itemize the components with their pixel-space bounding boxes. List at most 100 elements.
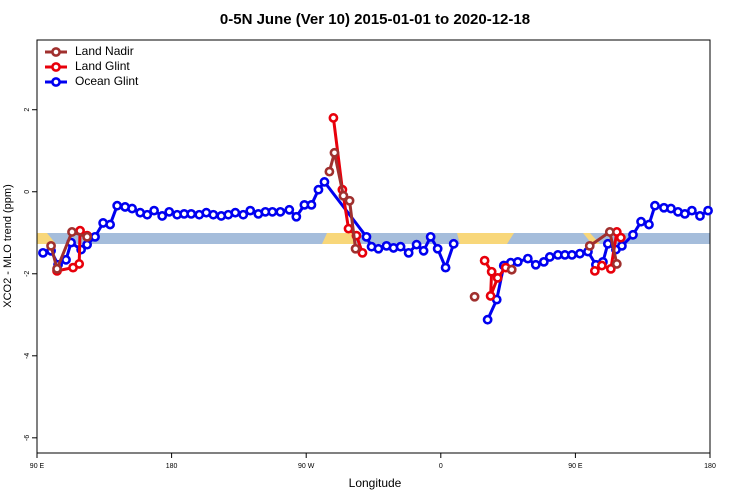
y-tick-label: -2	[24, 271, 31, 277]
data-point	[567, 250, 577, 260]
data-point	[52, 263, 62, 274]
data-point	[90, 231, 100, 242]
data-point	[440, 262, 451, 273]
legend-marker	[51, 77, 61, 87]
x-tick-label: 180	[704, 463, 716, 470]
data-point	[636, 216, 646, 227]
data-point	[411, 239, 422, 250]
data-point	[61, 254, 71, 265]
data-point	[628, 229, 638, 240]
x-tick-label: 180	[166, 463, 178, 470]
x-tick-label: 0	[439, 463, 443, 470]
data-point	[344, 195, 355, 206]
data-point	[544, 252, 555, 262]
plot-frame	[36, 39, 711, 454]
data-point	[506, 264, 517, 275]
data-point	[432, 243, 443, 254]
legend-label: Land Nadir	[75, 44, 134, 58]
data-point	[319, 177, 330, 187]
legend-marker	[51, 62, 61, 72]
data-point	[611, 259, 622, 269]
data-point	[604, 227, 615, 237]
data-point	[291, 211, 302, 222]
data-point	[105, 219, 116, 230]
data-point	[687, 205, 697, 216]
data-point	[142, 209, 153, 220]
data-point	[703, 205, 713, 216]
series-line	[49, 230, 88, 274]
data-point	[267, 206, 278, 217]
data-point	[522, 253, 533, 264]
y-axis-label: XCO2 - MLO trend (ppm)	[2, 184, 14, 307]
x-tick-label: 90 W	[298, 463, 315, 470]
data-point	[343, 223, 354, 234]
data-point	[574, 248, 585, 259]
ocean-band	[37, 233, 710, 244]
y-tick-label: -4	[24, 353, 31, 359]
x-tick-label: 90 E	[568, 463, 583, 470]
y-tick-label: 2	[24, 108, 31, 112]
land-band	[322, 233, 357, 244]
data-point	[338, 190, 349, 201]
data-point	[67, 227, 77, 237]
data-point	[485, 291, 496, 301]
land-band	[457, 233, 514, 244]
data-point	[357, 247, 368, 258]
data-point	[230, 207, 241, 218]
data-point	[486, 266, 497, 277]
data-point	[306, 199, 317, 210]
x-tick-label: 90 E	[30, 463, 45, 470]
y-tick-label: 0	[24, 190, 31, 194]
x-axis-label: Longitude	[349, 476, 402, 490]
data-point	[448, 238, 459, 249]
data-point	[425, 231, 436, 242]
data-point	[112, 200, 123, 211]
data-point	[361, 231, 372, 242]
y-tick-label: -6	[24, 435, 31, 441]
data-point	[584, 240, 595, 251]
data-point	[418, 245, 429, 256]
legend-label: Land Glint	[75, 59, 130, 73]
data-point	[695, 211, 705, 221]
data-point	[157, 211, 168, 221]
data-point	[74, 259, 85, 269]
data-point	[284, 204, 295, 215]
data-point	[329, 147, 340, 158]
data-point	[38, 247, 48, 258]
data-point	[469, 291, 480, 302]
data-point	[650, 200, 660, 211]
legend-label: Ocean Glint	[75, 74, 139, 88]
data-point	[512, 256, 523, 267]
data-point	[479, 255, 490, 266]
data-point	[82, 239, 93, 250]
data-point	[644, 219, 654, 230]
legend-marker	[51, 47, 61, 57]
data-point	[482, 314, 493, 325]
data-point	[186, 208, 197, 219]
data-point	[82, 231, 93, 242]
data-point	[395, 241, 406, 252]
data-point	[589, 266, 600, 276]
data-point	[538, 256, 549, 267]
data-point	[605, 263, 616, 274]
data-point	[238, 209, 249, 220]
data-point	[127, 203, 138, 214]
data-point	[615, 232, 626, 243]
data-point	[164, 206, 175, 217]
data-point	[245, 205, 256, 216]
data-point	[596, 260, 607, 271]
data-point	[149, 205, 160, 216]
data-point	[530, 259, 541, 270]
data-point	[328, 113, 339, 123]
data-point	[313, 184, 324, 195]
chart-title: 0-5N June (Ver 10) 2015-01-01 to 2020-12…	[220, 11, 530, 28]
data-point	[350, 243, 361, 254]
data-point	[373, 243, 384, 254]
data-point	[208, 209, 219, 220]
data-point	[46, 240, 56, 251]
data-point	[492, 272, 503, 283]
data-point	[617, 240, 627, 251]
data-point	[403, 247, 414, 258]
data-point	[275, 206, 286, 217]
